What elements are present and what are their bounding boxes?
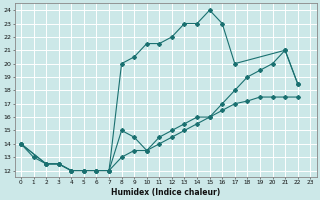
X-axis label: Humidex (Indice chaleur): Humidex (Indice chaleur)	[111, 188, 220, 197]
